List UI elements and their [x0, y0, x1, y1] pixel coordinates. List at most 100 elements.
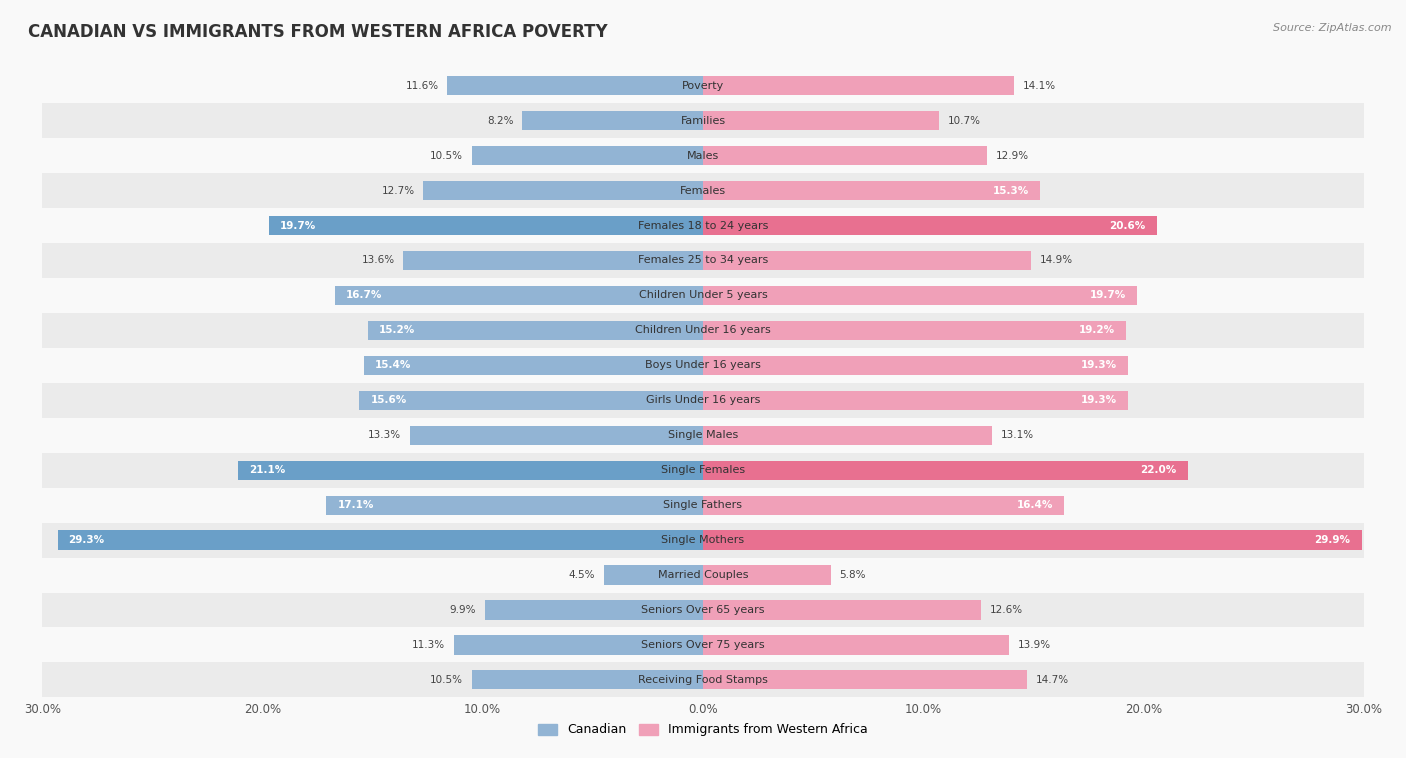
Text: 15.6%: 15.6% [370, 395, 406, 406]
Text: 19.7%: 19.7% [1090, 290, 1126, 300]
Bar [42, 418, 1364, 453]
Bar [703, 670, 1026, 690]
Bar [471, 146, 703, 165]
Bar [447, 76, 703, 96]
Bar [42, 68, 1364, 103]
Text: 15.3%: 15.3% [993, 186, 1029, 196]
Text: 14.9%: 14.9% [1040, 255, 1073, 265]
Bar [335, 286, 703, 305]
Bar [703, 635, 1010, 655]
Text: Source: ZipAtlas.com: Source: ZipAtlas.com [1274, 23, 1392, 33]
Text: Married Couples: Married Couples [658, 570, 748, 580]
Text: Families: Families [681, 116, 725, 126]
Text: 4.5%: 4.5% [568, 570, 595, 580]
Text: 19.7%: 19.7% [280, 221, 316, 230]
Text: Receiving Food Stamps: Receiving Food Stamps [638, 675, 768, 685]
Bar [703, 425, 991, 445]
Text: Males: Males [688, 151, 718, 161]
Text: 8.2%: 8.2% [486, 116, 513, 126]
Bar [703, 286, 1137, 305]
Bar [471, 670, 703, 690]
Text: 13.9%: 13.9% [1018, 640, 1052, 650]
Legend: Canadian, Immigrants from Western Africa: Canadian, Immigrants from Western Africa [533, 719, 873, 741]
Bar [703, 496, 1064, 515]
Text: 16.4%: 16.4% [1017, 500, 1053, 510]
Text: CANADIAN VS IMMIGRANTS FROM WESTERN AFRICA POVERTY: CANADIAN VS IMMIGRANTS FROM WESTERN AFRI… [28, 23, 607, 41]
Text: 22.0%: 22.0% [1140, 465, 1177, 475]
Text: 11.3%: 11.3% [412, 640, 446, 650]
Bar [238, 461, 703, 480]
Text: Poverty: Poverty [682, 80, 724, 91]
Bar [703, 76, 1014, 96]
Bar [42, 662, 1364, 697]
Bar [42, 593, 1364, 628]
Text: Females 18 to 24 years: Females 18 to 24 years [638, 221, 768, 230]
Bar [423, 181, 703, 200]
Bar [703, 565, 831, 584]
Text: 15.4%: 15.4% [375, 360, 411, 371]
Bar [703, 600, 980, 619]
Text: Girls Under 16 years: Girls Under 16 years [645, 395, 761, 406]
Bar [368, 321, 703, 340]
Text: 13.3%: 13.3% [368, 431, 401, 440]
Bar [42, 383, 1364, 418]
Text: 13.6%: 13.6% [361, 255, 395, 265]
Text: Boys Under 16 years: Boys Under 16 years [645, 360, 761, 371]
Text: 10.5%: 10.5% [430, 151, 463, 161]
Bar [42, 628, 1364, 662]
Text: 12.9%: 12.9% [995, 151, 1029, 161]
Bar [703, 531, 1361, 550]
Bar [42, 103, 1364, 138]
Text: Children Under 16 years: Children Under 16 years [636, 325, 770, 335]
Bar [411, 425, 703, 445]
Text: 20.6%: 20.6% [1109, 221, 1146, 230]
Bar [485, 600, 703, 619]
Text: 12.6%: 12.6% [990, 605, 1022, 615]
Bar [703, 146, 987, 165]
Bar [42, 173, 1364, 208]
Text: 13.1%: 13.1% [1001, 431, 1033, 440]
Text: Single Mothers: Single Mothers [661, 535, 745, 545]
Text: Single Fathers: Single Fathers [664, 500, 742, 510]
Bar [703, 321, 1126, 340]
Text: 19.3%: 19.3% [1081, 360, 1118, 371]
Bar [523, 111, 703, 130]
Text: 12.7%: 12.7% [381, 186, 415, 196]
Bar [42, 558, 1364, 593]
Bar [703, 111, 939, 130]
Text: 19.3%: 19.3% [1081, 395, 1118, 406]
Bar [360, 390, 703, 410]
Bar [42, 208, 1364, 243]
Text: Females: Females [681, 186, 725, 196]
Bar [42, 453, 1364, 487]
Text: Single Females: Single Females [661, 465, 745, 475]
Bar [454, 635, 703, 655]
Text: 10.5%: 10.5% [430, 675, 463, 685]
Text: Seniors Over 75 years: Seniors Over 75 years [641, 640, 765, 650]
Text: 29.9%: 29.9% [1315, 535, 1351, 545]
Bar [703, 390, 1128, 410]
Bar [42, 487, 1364, 522]
Bar [42, 348, 1364, 383]
Text: Single Males: Single Males [668, 431, 738, 440]
Bar [42, 138, 1364, 173]
Text: 11.6%: 11.6% [405, 80, 439, 91]
Text: 5.8%: 5.8% [839, 570, 866, 580]
Bar [703, 216, 1157, 235]
Text: 14.1%: 14.1% [1022, 80, 1056, 91]
Bar [364, 356, 703, 375]
Text: 15.2%: 15.2% [380, 325, 415, 335]
Bar [703, 461, 1188, 480]
Bar [326, 496, 703, 515]
Text: 21.1%: 21.1% [249, 465, 285, 475]
Text: 19.2%: 19.2% [1078, 325, 1115, 335]
Bar [703, 251, 1031, 270]
Text: Children Under 5 years: Children Under 5 years [638, 290, 768, 300]
Text: Seniors Over 65 years: Seniors Over 65 years [641, 605, 765, 615]
Bar [58, 531, 703, 550]
Text: 29.3%: 29.3% [69, 535, 104, 545]
Text: 10.7%: 10.7% [948, 116, 980, 126]
Bar [703, 181, 1040, 200]
Bar [42, 313, 1364, 348]
Bar [42, 522, 1364, 558]
